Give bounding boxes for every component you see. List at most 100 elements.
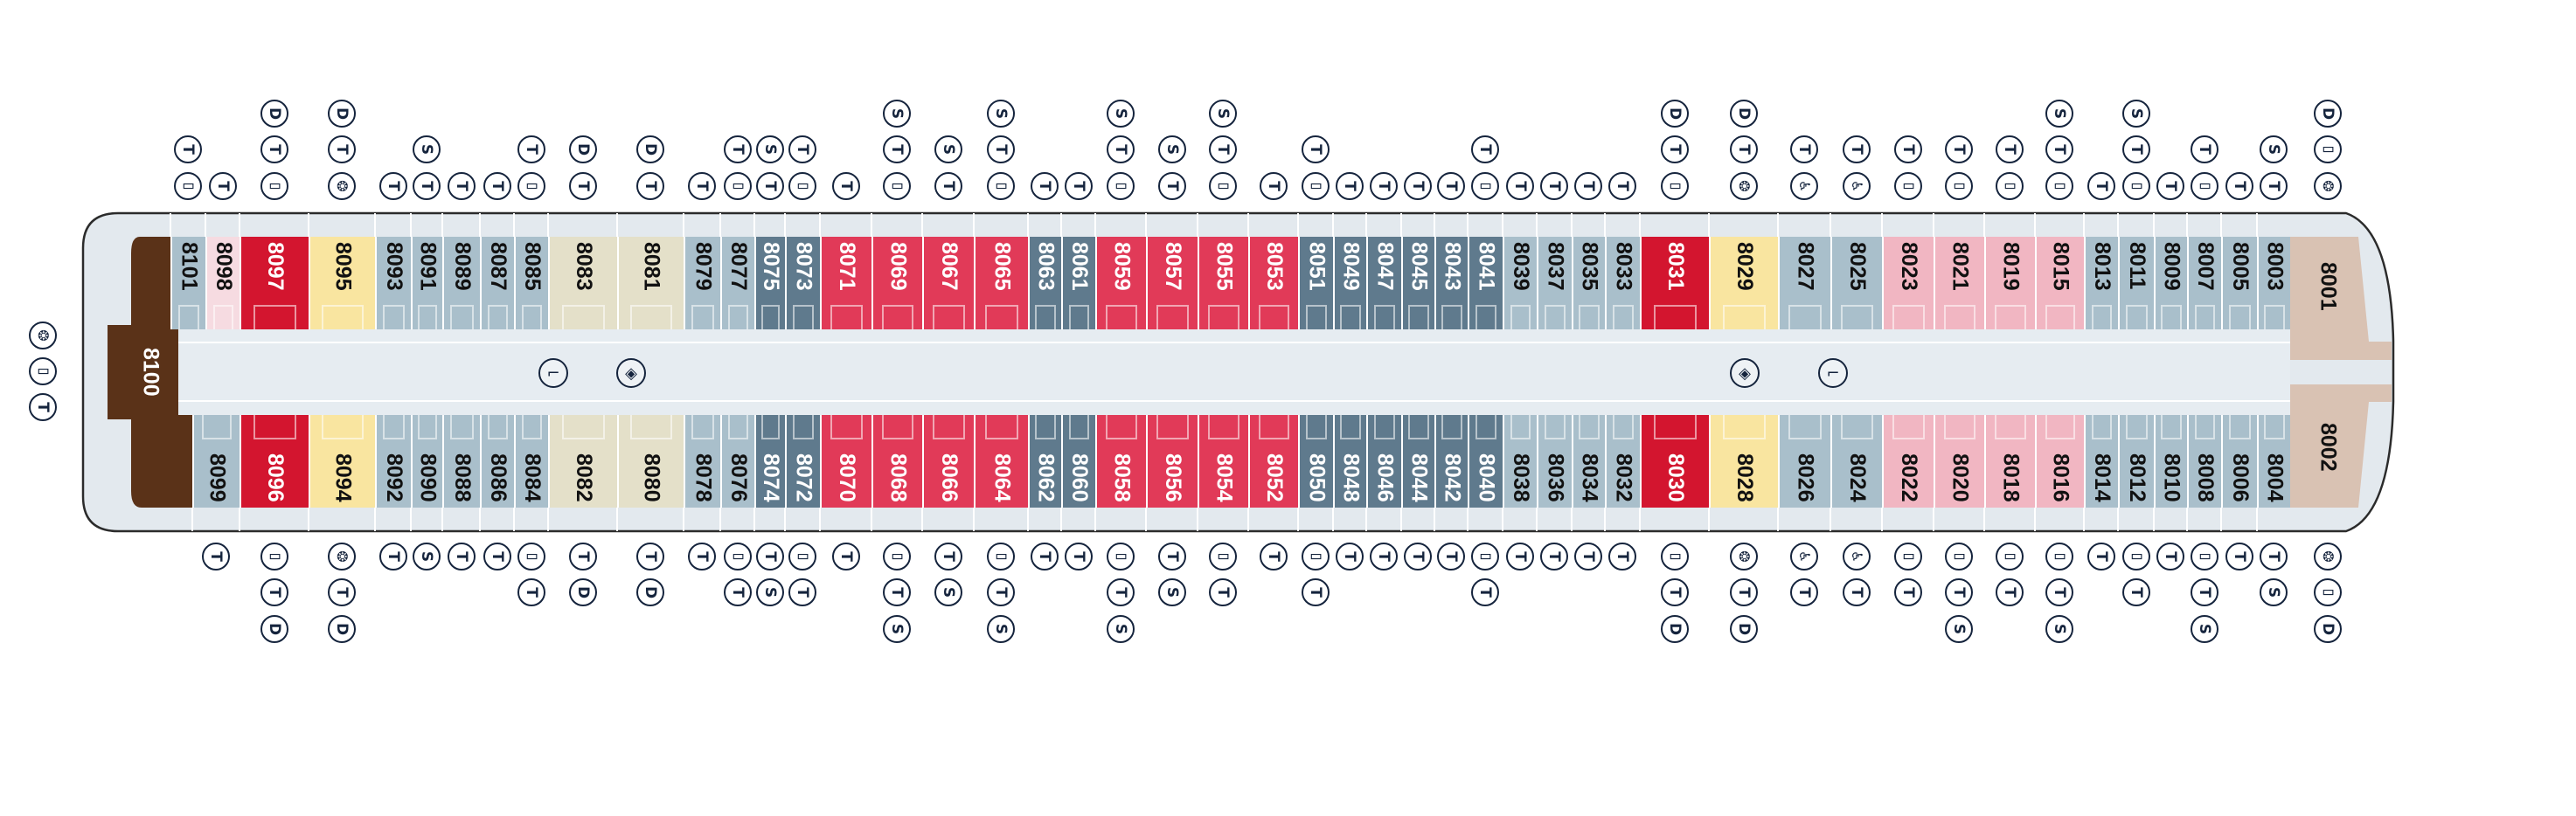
cabin-8086[interactable]: 8086 — [480, 415, 514, 508]
cabin-8041[interactable]: 8041 — [1468, 237, 1503, 329]
cabin-8028[interactable]: 8028 — [1709, 415, 1778, 508]
cabin-8044[interactable]: 8044 — [1401, 415, 1434, 508]
cabin-8091[interactable]: 8091 — [411, 237, 442, 329]
cabin-8077[interactable]: 8077 — [720, 237, 754, 329]
cabin-8026[interactable]: 8026 — [1778, 415, 1830, 508]
cabin-8010[interactable]: 8010 — [2154, 415, 2187, 508]
cabin-8034[interactable]: 8034 — [1572, 415, 1605, 508]
cabin-8055[interactable]: 8055 — [1198, 237, 1248, 329]
cabin-8087[interactable]: 8087 — [480, 237, 514, 329]
cabin-8051[interactable]: 8051 — [1298, 237, 1333, 329]
cabin-8054[interactable]: 8054 — [1198, 415, 1248, 508]
cabin-8005[interactable]: 8005 — [2221, 237, 2257, 329]
cabin-8057[interactable]: 8057 — [1146, 237, 1198, 329]
cabin-8069[interactable]: 8069 — [871, 237, 922, 329]
cabin-8016[interactable]: 8016 — [2035, 415, 2084, 508]
cabin-8015[interactable]: 8015 — [2035, 237, 2084, 329]
cabin-8006[interactable]: 8006 — [2221, 415, 2257, 508]
cabin-8101[interactable]: 8101 — [170, 237, 205, 329]
cabin-8056[interactable]: 8056 — [1146, 415, 1198, 508]
cabin-8084[interactable]: 8084 — [514, 415, 548, 508]
cabin-8065[interactable]: 8065 — [974, 237, 1028, 329]
cabin-8030[interactable]: 8030 — [1640, 415, 1709, 508]
cabin-8076[interactable]: 8076 — [720, 415, 754, 508]
cabin-8083[interactable]: 8083 — [548, 237, 617, 329]
cabin-8039[interactable]: 8039 — [1503, 237, 1537, 329]
cabin-8007[interactable]: 8007 — [2187, 237, 2221, 329]
cabin-8063[interactable]: 8063 — [1028, 237, 1061, 329]
cabin-8040[interactable]: 8040 — [1468, 415, 1503, 508]
cabin-8096[interactable]: 8096 — [240, 415, 309, 508]
cabin-8018[interactable]: 8018 — [1984, 415, 2035, 508]
cabin-8068[interactable]: 8068 — [871, 415, 922, 508]
cabin-8097[interactable]: 8097 — [240, 237, 309, 329]
cabin-8043[interactable]: 8043 — [1434, 237, 1468, 329]
cabin-8003[interactable]: 8003 — [2257, 237, 2290, 329]
cabin-8090[interactable]: 8090 — [411, 415, 442, 508]
cabin-8037[interactable]: 8037 — [1537, 237, 1572, 329]
cabin-8025[interactable]: 8025 — [1830, 237, 1882, 329]
cabin-8072[interactable]: 8072 — [785, 415, 820, 508]
cabin-8024[interactable]: 8024 — [1830, 415, 1882, 508]
cabin-8064[interactable]: 8064 — [974, 415, 1028, 508]
cabin-8067[interactable]: 8067 — [922, 237, 974, 329]
cabin-8033[interactable]: 8033 — [1605, 237, 1640, 329]
cabin-8048[interactable]: 8048 — [1333, 415, 1366, 508]
cabin-8070[interactable]: 8070 — [820, 415, 871, 508]
cabin-8095[interactable]: 8095 — [309, 237, 375, 329]
cabin-8082[interactable]: 8082 — [548, 415, 617, 508]
cabin-8099[interactable]: 8099 — [192, 415, 240, 508]
cabin-8019[interactable]: 8019 — [1984, 237, 2035, 329]
cabin-8023[interactable]: 8023 — [1882, 237, 1934, 329]
cabin-8011[interactable]: 8011 — [2118, 237, 2154, 329]
cabin-8012[interactable]: 8012 — [2118, 415, 2154, 508]
cabin-8014[interactable]: 8014 — [2084, 415, 2118, 508]
suite-8002-shape[interactable] — [2290, 384, 2392, 508]
cabin-8066[interactable]: 8066 — [922, 415, 974, 508]
cabin-8047[interactable]: 8047 — [1366, 237, 1401, 329]
cabin-8073[interactable]: 8073 — [785, 237, 820, 329]
cabin-8032[interactable]: 8032 — [1605, 415, 1640, 508]
cabin-8009[interactable]: 8009 — [2154, 237, 2187, 329]
cabin-8079[interactable]: 8079 — [684, 237, 720, 329]
cabin-8029[interactable]: 8029 — [1709, 237, 1778, 329]
cabin-8035[interactable]: 8035 — [1572, 237, 1605, 329]
cabin-8092[interactable]: 8092 — [375, 415, 411, 508]
cabin-8036[interactable]: 8036 — [1537, 415, 1572, 508]
cabin-8094[interactable]: 8094 — [309, 415, 375, 508]
cabin-8046[interactable]: 8046 — [1366, 415, 1401, 508]
cabin-8021[interactable]: 8021 — [1934, 237, 1984, 329]
cabin-8062[interactable]: 8062 — [1028, 415, 1061, 508]
cabin-8042[interactable]: 8042 — [1434, 415, 1468, 508]
cabin-8050[interactable]: 8050 — [1298, 415, 1333, 508]
cabin-8080[interactable]: 8080 — [617, 415, 684, 508]
cabin-8013[interactable]: 8013 — [2084, 237, 2118, 329]
cabin-8059[interactable]: 8059 — [1095, 237, 1146, 329]
cabin-8093[interactable]: 8093 — [375, 237, 411, 329]
cabin-8049[interactable]: 8049 — [1333, 237, 1366, 329]
cabin-8098[interactable]: 8098 — [205, 237, 240, 329]
cabin-8052[interactable]: 8052 — [1248, 415, 1298, 508]
cabin-8058[interactable]: 8058 — [1095, 415, 1146, 508]
cabin-8004[interactable]: 8004 — [2257, 415, 2290, 508]
cabin-8060[interactable]: 8060 — [1061, 415, 1095, 508]
suite-8001-shape[interactable] — [2290, 237, 2392, 360]
cabin-8061[interactable]: 8061 — [1061, 237, 1095, 329]
cabin-8045[interactable]: 8045 — [1401, 237, 1434, 329]
cabin-8031[interactable]: 8031 — [1640, 237, 1709, 329]
suite-8100-shape[interactable] — [108, 237, 192, 508]
cabin-8088[interactable]: 8088 — [442, 415, 480, 508]
cabin-8008[interactable]: 8008 — [2187, 415, 2221, 508]
cabin-8038[interactable]: 8038 — [1503, 415, 1537, 508]
cabin-8078[interactable]: 8078 — [684, 415, 720, 508]
cabin-8074[interactable]: 8074 — [754, 415, 785, 508]
cabin-8020[interactable]: 8020 — [1934, 415, 1984, 508]
cabin-8075[interactable]: 8075 — [754, 237, 785, 329]
cabin-8071[interactable]: 8071 — [820, 237, 871, 329]
cabin-8027[interactable]: 8027 — [1778, 237, 1830, 329]
cabin-8081[interactable]: 8081 — [617, 237, 684, 329]
cabin-8085[interactable]: 8085 — [514, 237, 548, 329]
cabin-8089[interactable]: 8089 — [442, 237, 480, 329]
cabin-8022[interactable]: 8022 — [1882, 415, 1934, 508]
cabin-8053[interactable]: 8053 — [1248, 237, 1298, 329]
